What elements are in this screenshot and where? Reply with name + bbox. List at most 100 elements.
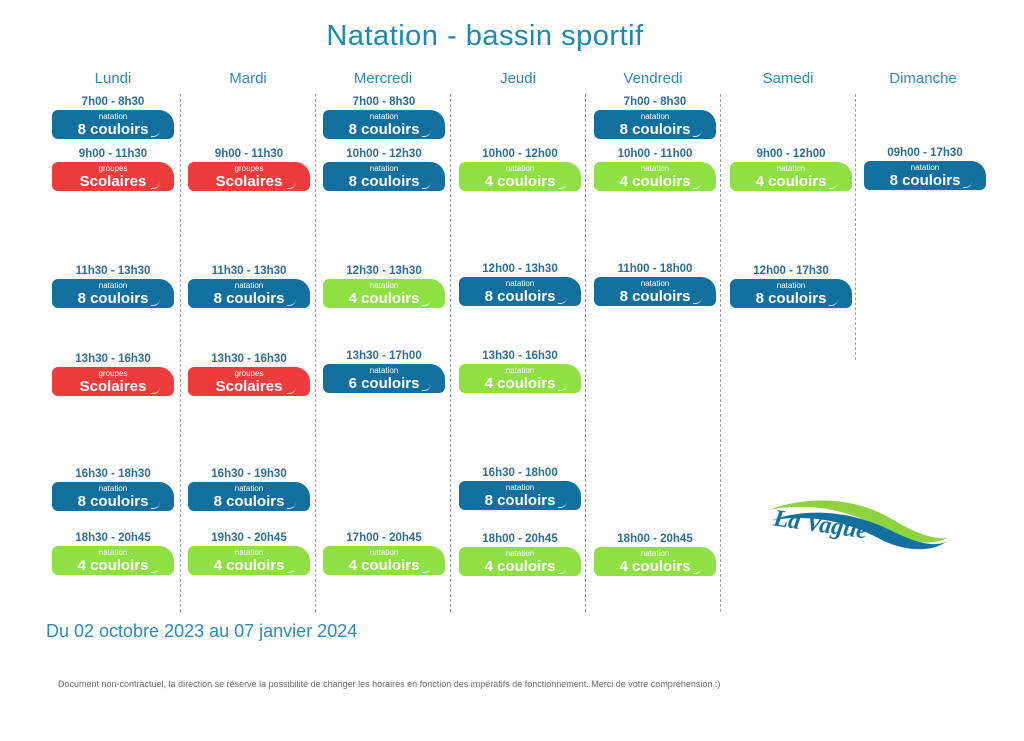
slot-lanes: 8 couloirs [77, 290, 149, 307]
schedule-slot: 13h30 - 16h30 groupes Scolaires [52, 352, 174, 396]
slot-time: 9h00 - 11h30 [78, 148, 148, 160]
slot-activity: natation [640, 164, 670, 173]
slot-activity: natation [369, 548, 399, 557]
slot-badge: natation 4 couloirs [594, 547, 716, 576]
slot-badge: natation 8 couloirs [594, 277, 716, 306]
slot-time: 11h30 - 13h30 [211, 265, 287, 277]
slot-lanes: 8 couloirs [348, 173, 420, 190]
schedule-slot: 10h00 - 11h00 natation 4 couloirs [594, 147, 716, 191]
slot-activity: natation [369, 281, 399, 290]
slot-time: 7h00 - 8h30 [623, 96, 687, 108]
slot-badge: natation 8 couloirs [188, 482, 310, 511]
slot-time: 13h30 - 17h00 [346, 350, 422, 362]
slot-time: 10h00 - 12h30 [346, 148, 422, 160]
day-heading-jeudi: Jeudi [500, 70, 536, 87]
schedule-slot: 11h30 - 13h30 natation 8 couloirs [188, 264, 310, 308]
slot-lanes: 8 couloirs [77, 493, 149, 510]
schedule-slot: 17h00 - 20h45 natation 4 couloirs [323, 531, 445, 575]
day-heading-lundi: Lundi [94, 70, 132, 87]
slot-activity: natation [640, 549, 670, 558]
slot-time: 11h00 - 18h00 [617, 263, 693, 275]
slot-badge: natation 4 couloirs [594, 162, 716, 191]
slot-activity: natation [640, 112, 670, 121]
day-heading-samedi: Samedi [762, 70, 814, 87]
slot-badge: natation 4 couloirs [730, 162, 852, 191]
slot-activity: groupes [98, 369, 128, 378]
schedule-slot: 16h30 - 18h30 natation 8 couloirs [52, 467, 174, 511]
slot-activity: natation [369, 112, 399, 121]
slot-time: 7h00 - 8h30 [81, 96, 145, 108]
slot-lanes: 8 couloirs [213, 290, 285, 307]
slot-activity: natation [640, 279, 670, 288]
schedule-slot: 7h00 - 8h30 natation 8 couloirs [52, 95, 174, 139]
slot-badge: natation 4 couloirs [323, 279, 445, 308]
slot-time: 18h00 - 20h45 [617, 533, 693, 545]
slot-time: 16h30 - 18h30 [75, 468, 151, 480]
slot-activity: natation [369, 164, 399, 173]
slot-activity: natation [234, 484, 264, 493]
slot-badge: natation 4 couloirs [52, 546, 174, 575]
slot-activity: natation [98, 484, 128, 493]
slot-time: 10h00 - 12h00 [482, 148, 558, 160]
slot-badge: natation 8 couloirs [52, 110, 174, 139]
slot-time: 11h30 - 13h30 [75, 265, 151, 277]
slot-badge: natation 8 couloirs [188, 279, 310, 308]
slot-lanes: 4 couloirs [755, 173, 827, 190]
slot-activity: groupes [234, 369, 264, 378]
day-heading-mardi: Mardi [229, 70, 267, 87]
slot-badge: natation 4 couloirs [323, 546, 445, 575]
slot-lanes: 4 couloirs [213, 557, 285, 574]
slot-badge: natation 4 couloirs [459, 547, 581, 576]
la-vague-logo: La Vague [760, 490, 950, 570]
schedule-slot: 7h00 - 8h30 natation 8 couloirs [323, 95, 445, 139]
schedule-slot: 18h00 - 20h45 natation 4 couloirs [459, 532, 581, 576]
schedule-slot: 10h00 - 12h30 natation 8 couloirs [323, 147, 445, 191]
schedule-slot: 13h30 - 16h30 natation 4 couloirs [459, 349, 581, 393]
slot-activity: natation [98, 112, 128, 121]
schedule-slot: 11h30 - 13h30 natation 8 couloirs [52, 264, 174, 308]
slot-time: 09h00 - 17h30 [887, 147, 963, 159]
slot-lanes: 8 couloirs [889, 172, 961, 189]
slot-lanes: 8 couloirs [755, 290, 827, 307]
slot-lanes: Scolaires [215, 378, 283, 395]
disclaimer-text: Document non-contractuel, la direction s… [58, 679, 721, 689]
slot-lanes: 8 couloirs [213, 493, 285, 510]
slot-badge: natation 8 couloirs [459, 277, 581, 306]
column-divider [450, 94, 451, 612]
schedule-slot: 12h00 - 17h30 natation 8 couloirs [730, 264, 852, 308]
slot-badge: natation 6 couloirs [323, 364, 445, 393]
schedule-slot: 13h30 - 16h30 groupes Scolaires [188, 352, 310, 396]
slot-badge: natation 4 couloirs [459, 162, 581, 191]
column-divider [315, 94, 316, 612]
slot-badge: natation 8 couloirs [864, 161, 986, 190]
slot-time: 17h00 - 20h45 [346, 532, 422, 544]
slot-lanes: 4 couloirs [348, 290, 420, 307]
slot-time: 18h30 - 20h45 [75, 532, 151, 544]
slot-lanes: 8 couloirs [484, 492, 556, 509]
page-title: Natation - bassin sportif [326, 20, 644, 52]
schedule-slot: 9h00 - 12h00 natation 4 couloirs [730, 147, 852, 191]
slot-time: 13h30 - 16h30 [75, 353, 151, 365]
slot-time: 13h30 - 16h30 [482, 350, 558, 362]
slot-time: 12h00 - 17h30 [753, 265, 829, 277]
schedule-slot: 18h00 - 20h45 natation 4 couloirs [594, 532, 716, 576]
schedule-slot: 13h30 - 17h00 natation 6 couloirs [323, 349, 445, 393]
day-heading-mercredi: Mercredi [353, 70, 413, 87]
slot-lanes: 8 couloirs [77, 121, 149, 138]
column-divider [180, 94, 181, 612]
slot-badge: groupes Scolaires [188, 367, 310, 396]
slot-lanes: 8 couloirs [619, 288, 691, 305]
schedule-slot: 9h00 - 11h30 groupes Scolaires [52, 147, 174, 191]
day-heading-vendredi: Vendredi [623, 70, 683, 87]
slot-activity: groupes [234, 164, 264, 173]
slot-lanes: Scolaires [215, 173, 283, 190]
schedule-slot: 18h30 - 20h45 natation 4 couloirs [52, 531, 174, 575]
slot-time: 13h30 - 16h30 [211, 353, 287, 365]
slot-badge: natation 8 couloirs [730, 279, 852, 308]
slot-badge: natation 8 couloirs [323, 162, 445, 191]
slot-activity: natation [234, 548, 264, 557]
slot-badge: natation 8 couloirs [52, 279, 174, 308]
slot-activity: natation [98, 548, 128, 557]
schedule-slot: 09h00 - 17h30 natation 8 couloirs [864, 146, 986, 190]
schedule-slot: 16h30 - 19h30 natation 8 couloirs [188, 467, 310, 511]
